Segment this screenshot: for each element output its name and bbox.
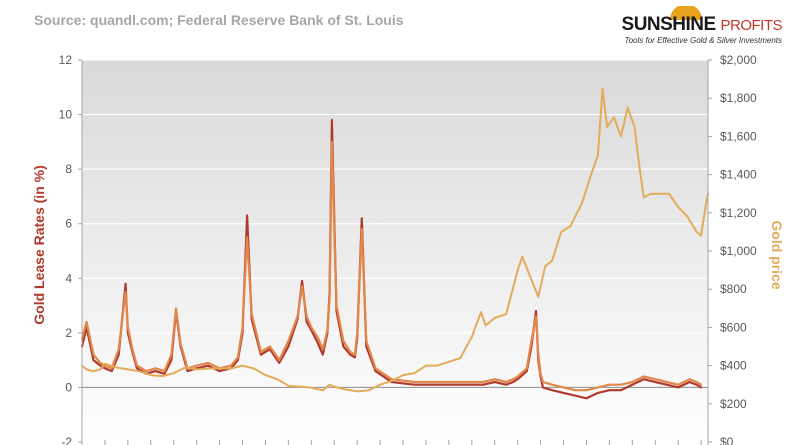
series-lines (80, 87, 709, 400)
right-tick-label: $800 (720, 282, 747, 296)
right-tick-label: $1,200 (720, 206, 757, 220)
gridlines (82, 59, 708, 443)
right-tick-label: $1,400 (720, 168, 757, 182)
right-axis-title: Gold price (769, 220, 785, 289)
right-tick-label: $600 (720, 320, 747, 334)
sun-icon (670, 6, 702, 20)
left-tick-label: -2 (61, 435, 72, 445)
logo-tagline: Tools for Effective Gold & Silver Invest… (624, 36, 782, 45)
right-tick-label: $2,000 (720, 53, 757, 67)
plot-area (82, 60, 708, 445)
logo-name-part2: PROFITS (720, 17, 782, 34)
right-tick-label: $200 (720, 397, 747, 411)
logo-name-part1: SUNSHINE (621, 14, 717, 35)
left-tick-label: 6 (65, 217, 72, 231)
right-tick-label: $0 (720, 435, 734, 445)
source-note: Source: quandl.com; Federal Reserve Bank… (34, 12, 404, 28)
left-tick-label: 10 (59, 108, 73, 122)
left-tick-label: 4 (65, 271, 72, 285)
sunshine-profits-logo: SUNSHINE PROFITS Tools for Effective Gol… (616, 6, 786, 48)
right-tick-label: $1,000 (720, 244, 757, 258)
axis-labels: -2 0 2 4 6 8 10 12 $0 $200 $400 $600 $800 $1,000 $1,20… (31, 53, 785, 445)
axes (78, 59, 712, 445)
series-line-lease-rate-1 (80, 140, 703, 392)
right-tick-label: $1,800 (720, 91, 757, 105)
left-tick-label: 0 (65, 380, 72, 394)
left-tick-label: 12 (59, 53, 73, 67)
right-tick-label: $400 (720, 359, 747, 373)
logo-name: SUNSHINE PROFITS (621, 14, 783, 36)
left-axis-title: Gold Lease Rates (in %) (31, 165, 47, 324)
left-tick-label: 8 (65, 162, 72, 176)
left-tick-label: 2 (65, 326, 72, 340)
series-line-gold-price (81, 87, 709, 393)
right-tick-label: $1,600 (720, 129, 757, 143)
